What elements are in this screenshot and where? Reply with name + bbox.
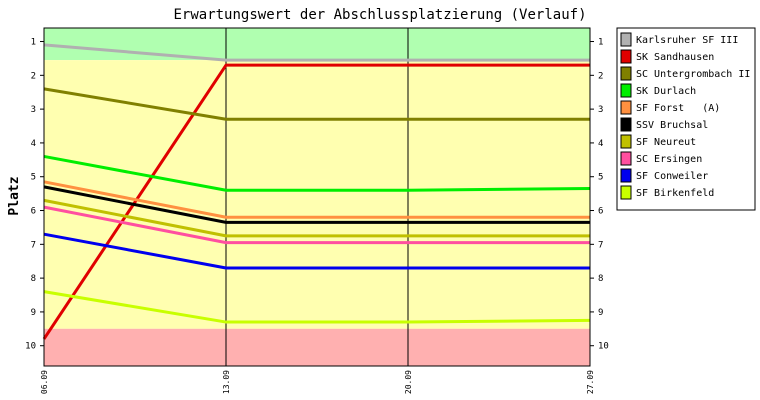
legend-label-6: SSV Bruchsal xyxy=(636,120,708,131)
y-tick-label-left: 5 xyxy=(31,173,36,183)
series-line-1 xyxy=(43,43,590,62)
legend-swatch-9 xyxy=(620,168,632,183)
zone-band-1 xyxy=(44,60,590,329)
legend-swatch-6 xyxy=(620,117,632,132)
series-line-3 xyxy=(43,87,590,121)
y-tick-label-left: 9 xyxy=(31,308,36,318)
series-line-6 xyxy=(43,185,590,224)
y-tick-label-right: 5 xyxy=(598,173,603,183)
legend-label-8: SC Ersingen xyxy=(636,154,702,165)
y-tick-label-left: 8 xyxy=(31,274,36,284)
series-line-9 xyxy=(43,232,590,270)
legend-label-10: SF Birkenfeld xyxy=(636,188,714,199)
y-tick-label-right: 3 xyxy=(598,105,603,115)
y-tick-label-right: 10 xyxy=(598,342,609,352)
legend: Karlsruher SF III SK Sandhausen SC Untergr… xyxy=(616,27,756,211)
x-tick-label: 06.09 xyxy=(40,370,49,394)
x-tick-label: 13.09 xyxy=(222,370,231,394)
chart-title: Erwartungswert der Abschlussplatzierung … xyxy=(173,7,586,23)
y-tick-label-right: 9 xyxy=(598,308,603,318)
y-tick-label-left: 7 xyxy=(31,240,36,250)
y-tick-label-right: 2 xyxy=(598,71,603,81)
y-tick-label-left: 2 xyxy=(31,71,36,81)
y-tick-label-right: 6 xyxy=(598,207,603,217)
legend-label-4: SK Durlach xyxy=(636,86,696,97)
x-tick-label: 27.09 xyxy=(586,370,595,394)
legend-swatch-7 xyxy=(620,134,632,149)
y-axis-label: Platz xyxy=(7,176,22,215)
axes-layer: 1 1 2 2 3 3 4 4 5 5 6 6 7 7 8 8 9 9 10 10 06.09 13.09 20.09 27.… xyxy=(25,27,609,394)
series-line-2 xyxy=(42,63,590,340)
legend-label-5: SF Forst (A) xyxy=(636,103,720,114)
legend-swatch-5 xyxy=(620,100,632,115)
legend-label-3: SC Untergrombach II xyxy=(636,69,750,80)
y-tick-label-right: 7 xyxy=(598,240,603,250)
series-line-10 xyxy=(43,290,591,324)
y-tick-label-right: 8 xyxy=(598,274,603,284)
y-tick-label-left: 3 xyxy=(31,105,36,115)
y-tick-label-right: 4 xyxy=(598,139,603,149)
y-tick-label-left: 1 xyxy=(31,38,36,48)
y-tick-label-right: 1 xyxy=(598,38,603,48)
y-tick-label-left: 10 xyxy=(25,342,36,352)
x-tick-label: 20.09 xyxy=(404,370,413,394)
y-tick-label-left: 6 xyxy=(31,207,36,217)
series-line-4 xyxy=(43,154,591,192)
legend-swatch-2 xyxy=(620,49,632,64)
legend-swatch-8 xyxy=(620,151,632,166)
legend-label-1: Karlsruher SF III xyxy=(636,35,738,46)
legend-swatch-1 xyxy=(620,32,632,47)
legend-label-2: SK Sandhausen xyxy=(636,52,714,63)
series-layer xyxy=(42,43,591,340)
zone-band-2 xyxy=(44,328,590,366)
zone-band-0 xyxy=(44,28,590,61)
legend-label-9: SF Conweiler xyxy=(636,171,708,182)
plot-frame xyxy=(43,27,591,367)
legend-swatch-10 xyxy=(620,185,632,200)
legend-swatch-4 xyxy=(620,83,632,98)
series-line-5 xyxy=(43,180,590,219)
y-tick-label-left: 4 xyxy=(31,139,36,149)
legend-swatch-3 xyxy=(620,66,632,81)
series-line-7 xyxy=(43,198,590,238)
legend-label-7: SF Neureut xyxy=(636,137,696,148)
series-line-8 xyxy=(43,205,590,245)
legend-box xyxy=(616,27,756,211)
